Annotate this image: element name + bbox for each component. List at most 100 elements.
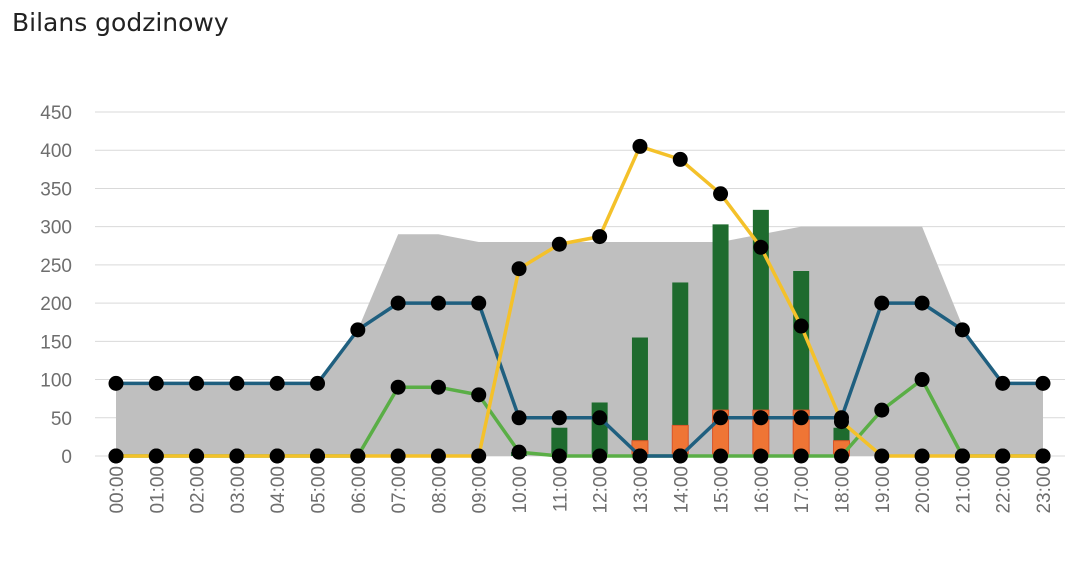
x-tick-label: 10:00 [510,466,531,514]
yellow-line-marker [229,448,245,464]
yellow-line-marker [914,448,930,464]
yellow-line-marker [672,151,688,167]
green-line-marker [914,372,930,388]
yellow-line-marker [793,318,809,334]
x-tick-label: 06:00 [349,466,370,514]
x-tick-label: 13:00 [631,466,652,514]
y-tick-label: 150 [40,332,72,353]
x-tick-label: 04:00 [268,466,289,514]
blue-line-marker [471,295,487,311]
y-tick-label: 250 [40,256,72,277]
blue-line-marker [390,295,406,311]
yellow-line-marker [430,448,446,464]
yellow-line-marker [954,448,970,464]
blue-line-marker [189,375,205,391]
x-tick-label: 21:00 [953,466,974,514]
yellow-line-marker [390,448,406,464]
chart-title: Bilans godzinowy [12,8,229,37]
x-tick-label: 14:00 [671,466,692,514]
x-tick-label: 18:00 [832,466,853,514]
y-tick-label: 450 [40,103,72,124]
yellow-line-marker [269,448,285,464]
yellow-line-marker [753,239,769,255]
x-tick-label: 12:00 [591,466,612,514]
green-bar [672,282,689,456]
yellow-line-marker [833,414,849,430]
blue-line-marker [229,375,245,391]
green-line-marker [833,448,849,464]
blue-line-marker [753,410,769,426]
area-series [116,226,1043,456]
y-tick-label: 200 [40,294,72,315]
yellow-line-marker [874,448,890,464]
blue-line-marker [350,322,366,338]
yellow-line-marker [632,138,648,154]
x-tick-label: 22:00 [994,466,1015,514]
green-line-marker [471,387,487,403]
x-tick-label: 19:00 [873,466,894,514]
blue-line-marker [672,448,688,464]
green-line-marker [430,379,446,395]
y-tick-label: 300 [40,218,72,239]
blue-line-marker [914,295,930,311]
green-bar [712,224,729,456]
x-tick-label: 15:00 [712,466,733,514]
x-tick-label: 20:00 [913,466,934,514]
green-bar [631,337,648,456]
blue-line-marker [713,410,729,426]
x-tick-label: 01:00 [147,466,168,514]
blue-line-marker [430,295,446,311]
green-bar [551,427,568,456]
blue-line-marker [592,410,608,426]
yellow-line-marker [551,236,567,252]
y-tick-label: 100 [40,371,72,392]
yellow-line-marker [1035,448,1051,464]
x-tick-label: 11:00 [550,466,571,512]
blue-line-marker [1035,375,1051,391]
yellow-line-marker [350,448,366,464]
yellow-line-marker [148,448,164,464]
yellow-line-marker [592,229,608,245]
x-tick-label: 23:00 [1034,466,1055,514]
blue-line-marker [954,322,970,338]
x-tick-label: 00:00 [107,466,128,514]
yellow-line-marker [310,448,326,464]
y-tick-label: 0 [61,447,72,468]
green-line-marker [592,448,608,464]
x-tick-label: 03:00 [228,466,249,514]
y-tick-label: 50 [51,409,72,430]
green-line-marker [511,444,527,460]
yellow-line-marker [511,261,527,277]
y-tick-label: 350 [40,179,72,200]
x-tick-label: 16:00 [752,466,773,514]
x-tick-label: 05:00 [309,466,330,514]
green-line-marker [874,402,890,418]
yellow-line-marker [471,448,487,464]
blue-line-marker [793,410,809,426]
green-line-marker [390,379,406,395]
yellow-line-marker [995,448,1011,464]
blue-line-marker [108,375,124,391]
x-tick-label: 09:00 [470,466,491,514]
yellow-line-marker [108,448,124,464]
yellow-line-marker [713,186,729,202]
blue-line-marker [511,410,527,426]
y-tick-label: 400 [40,141,72,162]
x-tick-label: 17:00 [792,466,813,514]
blue-line-marker [995,375,1011,391]
blue-line-marker [551,410,567,426]
blue-line-marker [269,375,285,391]
green-line-marker [713,448,729,464]
green-bar [752,209,769,456]
green-line-marker [793,448,809,464]
blue-line-marker [874,295,890,311]
x-tick-label: 07:00 [389,466,410,514]
green-line-marker [551,448,567,464]
blue-line-marker [310,375,326,391]
x-tick-label: 02:00 [188,466,209,514]
yellow-line-marker [189,448,205,464]
blue-line-marker [148,375,164,391]
green-line-marker [753,448,769,464]
x-tick-label: 08:00 [429,466,450,514]
